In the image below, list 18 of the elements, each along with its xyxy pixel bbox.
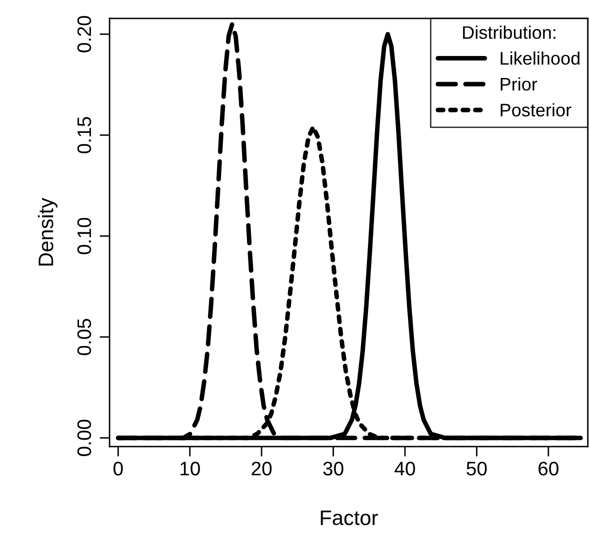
- legend-label: Likelihood: [500, 52, 580, 65]
- y-tick-label: 0.15: [77, 117, 92, 154]
- legend-label: Posterior: [500, 103, 572, 116]
- y-axis-title: Density: [38, 198, 58, 266]
- x-tick-label: 10: [180, 462, 200, 476]
- y-tick-label: 0.00: [77, 420, 92, 456]
- x-tick-label: 40: [394, 462, 416, 476]
- x-tick-label: 30: [323, 462, 344, 476]
- y-tick-label: 0.20: [77, 16, 92, 52]
- legend-title: Distribution:: [463, 26, 556, 39]
- x-axis-title: Factor: [320, 510, 378, 526]
- x-tick-label: 20: [252, 462, 272, 476]
- legend-label: Prior: [500, 77, 538, 91]
- x-tick-label: 50: [466, 462, 487, 476]
- x-tick-label: 0: [114, 462, 123, 476]
- x-tick-label: 60: [538, 462, 558, 476]
- y-tick-label: 0.05: [77, 318, 92, 356]
- y-tick-label: 0.10: [77, 218, 92, 254]
